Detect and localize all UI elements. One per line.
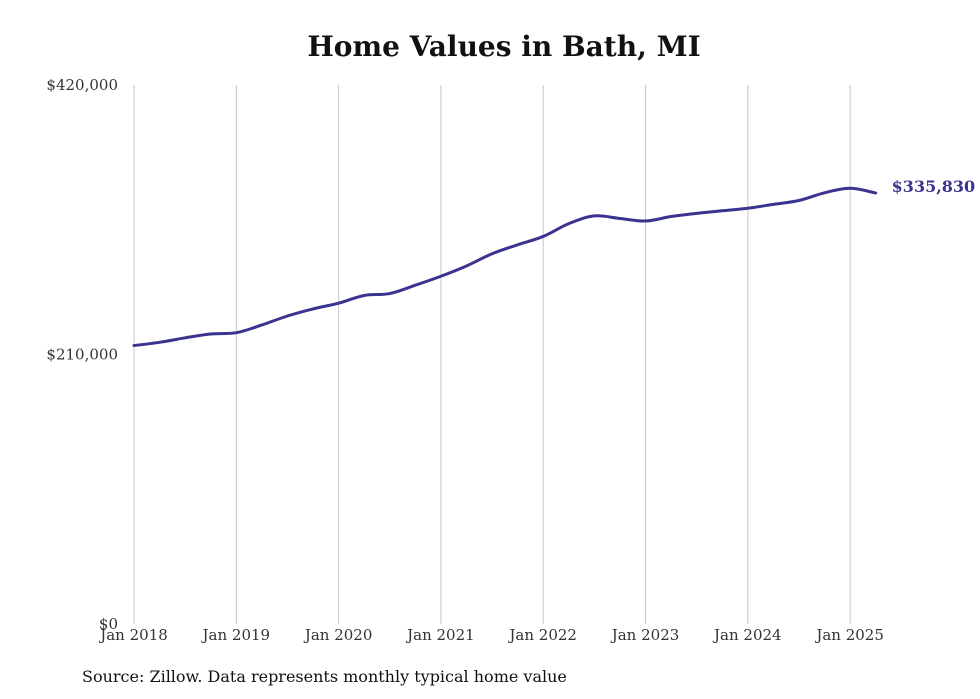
series-layer: $335,830	[132, 177, 976, 348]
series-end-label: $335,830	[892, 177, 976, 196]
x-tick-label: Jan 2019	[201, 626, 271, 644]
chart-title: Home Values in Bath, MI	[307, 30, 701, 63]
x-tick-label: Jan 2018	[98, 626, 168, 644]
y-tick-label: $0	[99, 615, 118, 633]
y-tick-label: $420,000	[46, 76, 118, 94]
x-tick-label: Jan 2023	[610, 626, 680, 644]
x-tick-label: Jan 2021	[405, 626, 475, 644]
series-line	[132, 186, 878, 348]
x-tick-label: Jan 2024	[712, 626, 782, 644]
grid-lines	[133, 85, 851, 624]
x-tick-label: Jan 2022	[507, 626, 577, 644]
y-tick-label: $210,000	[46, 346, 118, 364]
x-tick-label: Jan 2020	[303, 626, 373, 644]
x-tick-label: Jan 2025	[814, 626, 884, 644]
y-axis-ticks: $420,000 $210,000 $0	[46, 76, 118, 633]
x-axis-ticks: Jan 2018 Jan 2019 Jan 2020 Jan 2021 Jan 2022…	[98, 626, 884, 644]
source-note: Source: Zillow. Data represents monthly …	[82, 667, 567, 686]
